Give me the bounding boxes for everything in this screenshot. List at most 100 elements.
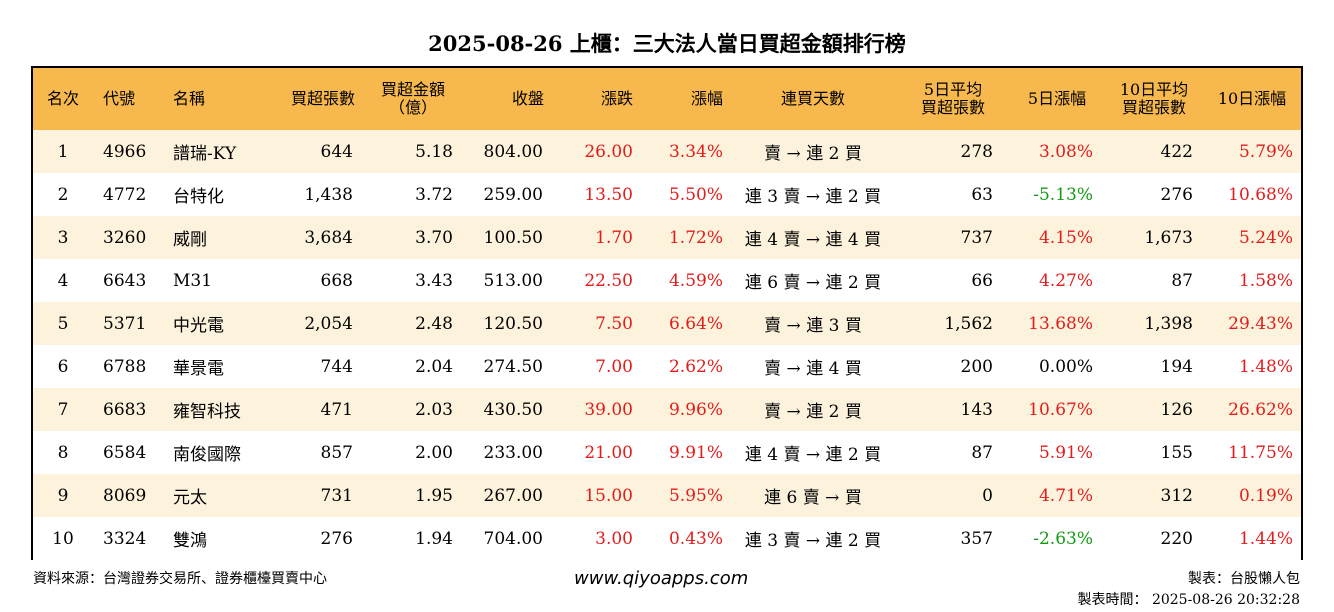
cell-change: 13.50 xyxy=(584,184,633,205)
cell-name: 雙鴻 xyxy=(173,531,207,551)
cell-streak: 賣 → 連 3 買 xyxy=(764,316,862,336)
header-change: 漲跌 xyxy=(600,89,633,108)
cell-streak: 連 4 賣 → 連 4 買 xyxy=(744,230,882,250)
cell-close: 267.00 xyxy=(483,485,543,506)
cell-rank: 8 xyxy=(57,442,69,463)
cell-change: 3.00 xyxy=(595,528,633,549)
cell-avg5: 66 xyxy=(971,270,993,291)
cell-shares: 1,438 xyxy=(304,184,353,205)
cell-chg5: 5.91% xyxy=(1038,442,1093,463)
table-row: 3 3260 威剛 3,684 3.70 100.50 1.70 1.72% 連 4 賣 → 連… xyxy=(33,216,1301,259)
cell-chg5: -5.13% xyxy=(1033,184,1093,205)
cell-rank: 7 xyxy=(57,399,69,420)
cell-shares: 644 xyxy=(320,141,353,162)
cell-rank: 5 xyxy=(57,313,69,334)
cell-close: 513.00 xyxy=(483,270,543,291)
cell-avg5: 357 xyxy=(960,528,993,549)
cell-shares: 2,054 xyxy=(304,313,353,334)
cell-name: 元太 xyxy=(173,488,207,508)
cell-shares: 731 xyxy=(320,485,353,506)
cell-rank: 1 xyxy=(57,141,69,162)
cell-code: 6683 xyxy=(103,399,147,420)
cell-close: 704.00 xyxy=(483,528,543,549)
cell-streak: 連 6 賣 → 買 xyxy=(764,488,862,508)
cell-name: 中光電 xyxy=(173,316,224,336)
cell-code: 3324 xyxy=(103,528,147,549)
cell-shares: 3,684 xyxy=(304,227,353,248)
website-label: www.qiyoapps.com xyxy=(574,568,749,589)
ranking-table: 名次 代號 名稱 買超張數 買超金額 （億） 收盤 漲跌 漲幅 連買天數 5日平均… xyxy=(31,66,1303,560)
cell-amount: 2.03 xyxy=(415,399,453,420)
cell-streak: 賣 → 連 2 買 xyxy=(764,402,862,422)
cell-change: 39.00 xyxy=(584,399,633,420)
table-row: 7 6683 雍智科技 471 2.03 430.50 39.00 9.96% 賣 → 連 2 … xyxy=(33,388,1301,431)
cell-name: M31 xyxy=(173,270,213,291)
cell-amount: 2.00 xyxy=(415,442,453,463)
cell-pct: 2.62% xyxy=(668,356,723,377)
table-row: 8 6584 南俊國際 857 2.00 233.00 21.00 9.91% 連 4 賣 → … xyxy=(33,431,1301,474)
cell-avg10: 87 xyxy=(1171,270,1193,291)
cell-change: 22.50 xyxy=(584,270,633,291)
cell-chg10: 5.24% xyxy=(1238,227,1293,248)
cell-amount: 1.94 xyxy=(415,528,453,549)
cell-amount: 3.72 xyxy=(415,184,453,205)
cell-change: 7.00 xyxy=(595,356,633,377)
cell-amount: 3.70 xyxy=(415,227,453,248)
header-chg10: 10日漲幅 xyxy=(1217,89,1287,108)
cell-close: 120.50 xyxy=(483,313,543,334)
cell-shares: 857 xyxy=(320,442,353,463)
cell-streak: 賣 → 連 2 買 xyxy=(764,144,862,164)
header-rank: 名次 xyxy=(46,89,79,108)
cell-shares: 471 xyxy=(320,399,353,420)
cell-chg10: 11.75% xyxy=(1228,442,1293,463)
cell-close: 100.50 xyxy=(483,227,543,248)
cell-chg10: 0.19% xyxy=(1238,485,1293,506)
page-title: 2025-08-26 上櫃：三大法人當日買超金額排行榜 xyxy=(428,31,906,56)
cell-name: 威剛 xyxy=(173,230,207,250)
cell-name: 雍智科技 xyxy=(173,402,241,422)
table-row: 10 3324 雙鴻 276 1.94 704.00 3.00 0.43% 連 3 賣 → 連 … xyxy=(33,517,1301,560)
cell-name: 南俊國際 xyxy=(173,445,241,465)
cell-chg5: 4.15% xyxy=(1038,227,1093,248)
cell-rank: 3 xyxy=(57,227,69,248)
header-code: 代號 xyxy=(103,89,136,108)
cell-code: 6584 xyxy=(103,442,147,463)
cell-chg10: 29.43% xyxy=(1228,313,1293,334)
table-row: 4 6643 M31 668 3.43 513.00 22.50 4.59% 連 6 賣 → 連… xyxy=(33,259,1301,302)
cell-rank: 9 xyxy=(57,485,69,506)
cell-streak: 連 4 賣 → 連 2 買 xyxy=(744,445,882,465)
header-shares: 買超張數 xyxy=(290,89,355,108)
header-name: 名稱 xyxy=(173,89,206,108)
cell-close: 430.50 xyxy=(483,399,543,420)
cell-chg5: -2.63% xyxy=(1033,528,1093,549)
cell-change: 15.00 xyxy=(584,485,633,506)
cell-pct: 1.72% xyxy=(668,227,723,248)
cell-chg10: 1.48% xyxy=(1238,356,1293,377)
header-chg5: 5日漲幅 xyxy=(1027,89,1087,108)
header-avg10: 10日平均 買超張數 xyxy=(1119,80,1189,117)
cell-avg5: 0 xyxy=(982,485,993,506)
cell-close: 259.00 xyxy=(483,184,543,205)
cell-avg5: 737 xyxy=(960,227,993,248)
table-row: 9 8069 元太 731 1.95 267.00 15.00 5.95% 連 6 賣 → 買 0… xyxy=(33,474,1301,517)
cell-close: 804.00 xyxy=(483,141,543,162)
cell-pct: 6.64% xyxy=(668,313,723,334)
cell-name: 台特化 xyxy=(173,187,224,207)
cell-streak: 賣 → 連 4 買 xyxy=(764,359,862,379)
cell-avg5: 1,562 xyxy=(944,313,993,334)
cell-code: 4772 xyxy=(103,184,147,205)
cell-chg5: 13.68% xyxy=(1028,313,1093,334)
cell-shares: 668 xyxy=(320,270,353,291)
cell-close: 233.00 xyxy=(483,442,543,463)
cell-streak: 連 3 賣 → 連 2 買 xyxy=(744,187,882,207)
header-avg5: 5日平均 買超張數 xyxy=(920,80,985,117)
cell-code: 6788 xyxy=(103,356,147,377)
cell-code: 3260 xyxy=(103,227,147,248)
cell-chg5: 0.00% xyxy=(1038,356,1093,377)
header-amount: 買超金額 （億） xyxy=(380,80,445,117)
cell-code: 5371 xyxy=(103,313,147,334)
cell-chg5: 4.27% xyxy=(1038,270,1093,291)
cell-avg10: 276 xyxy=(1160,184,1193,205)
cell-amount: 1.95 xyxy=(415,485,453,506)
data-source: 資料來源：台灣證券交易所、證券櫃檯買賣中心 xyxy=(33,571,327,587)
